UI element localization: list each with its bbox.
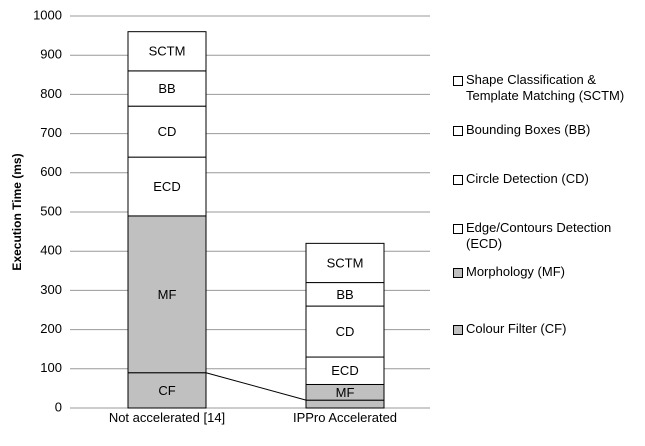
y-tick-label: 0	[55, 399, 62, 414]
x-tick-label: Not accelerated [14]	[108, 410, 226, 425]
legend-label: Colour Filter (CF)	[466, 321, 567, 336]
legend-swatch	[453, 76, 463, 86]
segment-label: MF	[158, 287, 177, 302]
y-tick-label: 500	[40, 203, 62, 218]
legend-swatch	[453, 224, 463, 234]
bar-segment	[127, 31, 207, 72]
bar-segment	[305, 305, 385, 358]
segment-label: CD	[158, 124, 177, 139]
legend-swatch	[453, 325, 463, 335]
y-tick-label: 1000	[33, 7, 62, 22]
y-tick-label: 600	[40, 164, 62, 179]
connector-line	[205, 372, 307, 401]
y-tick-label: 400	[40, 243, 62, 258]
legend-label: Shape Classification & Template Matching…	[466, 72, 625, 103]
bar-segment	[127, 156, 207, 217]
y-tick-label: 900	[40, 47, 62, 62]
x-tick-label: IPPro Accelerated	[292, 410, 398, 425]
segment-label: MF	[336, 385, 355, 400]
y-tick-label: 200	[40, 321, 62, 336]
legend-label: Circle Detection (CD)	[466, 171, 589, 186]
legend-swatch	[453, 268, 463, 278]
segment-label: BB	[158, 81, 175, 96]
bar-segment	[127, 215, 207, 374]
segment-label: BB	[336, 287, 353, 302]
legend-label: Edge/Contours Detection (ECD)	[466, 220, 612, 251]
bar-segment	[305, 242, 385, 284]
legend-swatch	[453, 175, 463, 185]
segment-label: ECD	[331, 363, 358, 378]
bar-segment	[305, 399, 385, 409]
y-tick-label: 300	[40, 282, 62, 297]
segment-label: ECD	[153, 179, 180, 194]
y-tick-label: 800	[40, 86, 62, 101]
segment-label: SCTM	[149, 44, 186, 59]
legend-label: Bounding Boxes (BB)	[466, 122, 591, 137]
y-tick-label: 700	[40, 125, 62, 140]
segment-label: CD	[336, 324, 355, 339]
segment-label: SCTM	[327, 255, 364, 270]
segment-label: CF	[158, 383, 175, 398]
bar-segment	[305, 356, 385, 385]
legend-label: Morphology (MF)	[466, 264, 565, 279]
bar-segment	[127, 105, 207, 158]
legend-swatch	[453, 126, 463, 136]
y-axis-label: Execution Time (ms)	[10, 153, 24, 270]
y-tick-label: 100	[40, 360, 62, 375]
